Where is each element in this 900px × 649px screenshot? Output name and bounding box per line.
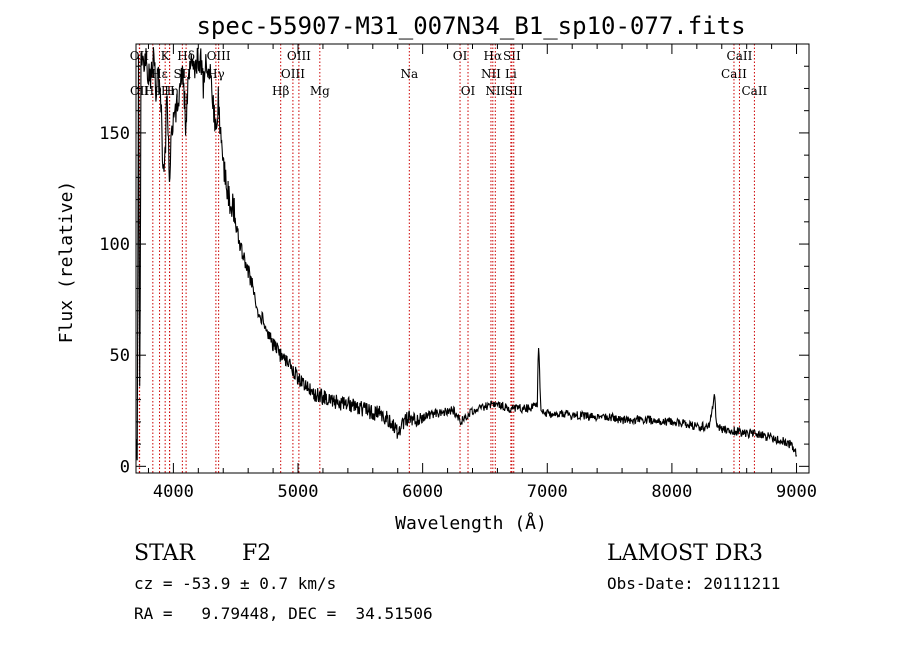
line-marker-label-22: SII xyxy=(503,49,521,63)
y-tick-label-150: 150 xyxy=(99,124,130,144)
line-marker-label-14: Mg xyxy=(310,84,330,98)
line-marker-label-23: SII xyxy=(505,84,523,98)
line-marker-label-24: CaII xyxy=(721,67,747,81)
object-class: STAR xyxy=(134,541,195,566)
chart-title: spec-55907-M31_007N34_B1_sp10-077.fits xyxy=(196,12,745,40)
line-marker-label-15: Na xyxy=(400,67,418,81)
line-marker-label-18: NII xyxy=(481,67,501,81)
x-tick-label-4000: 4000 xyxy=(153,482,194,502)
line-marker-label-19: Hα xyxy=(484,49,503,63)
y-axis-label: Flux (relative) xyxy=(56,181,77,344)
line-marker-label-21: Li xyxy=(505,67,517,81)
coordinates: RA = 9.79448, DEC = 34.51506 xyxy=(134,604,433,623)
line-marker-label-1: OII xyxy=(130,84,150,98)
line-marker-label-11: Hβ xyxy=(272,84,289,98)
line-marker-label-5: K xyxy=(161,49,171,63)
x-tick-label-7000: 7000 xyxy=(527,482,568,502)
line-marker-label-2: H9 xyxy=(144,84,162,98)
y-tick-label-100: 100 xyxy=(99,235,130,255)
line-marker-label-12: OIII xyxy=(281,67,305,81)
spectrum-line xyxy=(135,47,798,461)
x-tick-label-6000: 6000 xyxy=(402,482,443,502)
x-tick-label-9000: 9000 xyxy=(776,482,817,502)
line-marker-label-16: OI xyxy=(453,49,468,63)
line-marker-label-26: CaII xyxy=(741,84,767,98)
object-subclass: F2 xyxy=(242,541,272,566)
line-marker-label-20: NII xyxy=(485,84,505,98)
line-marker-label-6: H xyxy=(164,84,174,98)
y-tick-label-0: 0 xyxy=(120,457,130,477)
line-marker-label-10: OIII xyxy=(207,49,231,63)
redshift-line: cz = -53.9 ± 0.7 km/s xyxy=(134,574,337,593)
y-tick-label-50: 50 xyxy=(110,346,130,366)
line-marker-label-25: CaII xyxy=(727,49,753,63)
x-tick-label-5000: 5000 xyxy=(278,482,319,502)
x-axis-label: Wavelength (Å) xyxy=(395,512,547,534)
survey-name: LAMOST DR3 xyxy=(607,541,763,566)
line-marker-label-17: OI xyxy=(461,84,476,98)
x-tick-label-8000: 8000 xyxy=(651,482,692,502)
obs-date: Obs-Date: 20111211 xyxy=(607,574,781,593)
line-marker-label-13: OIII xyxy=(287,49,311,63)
